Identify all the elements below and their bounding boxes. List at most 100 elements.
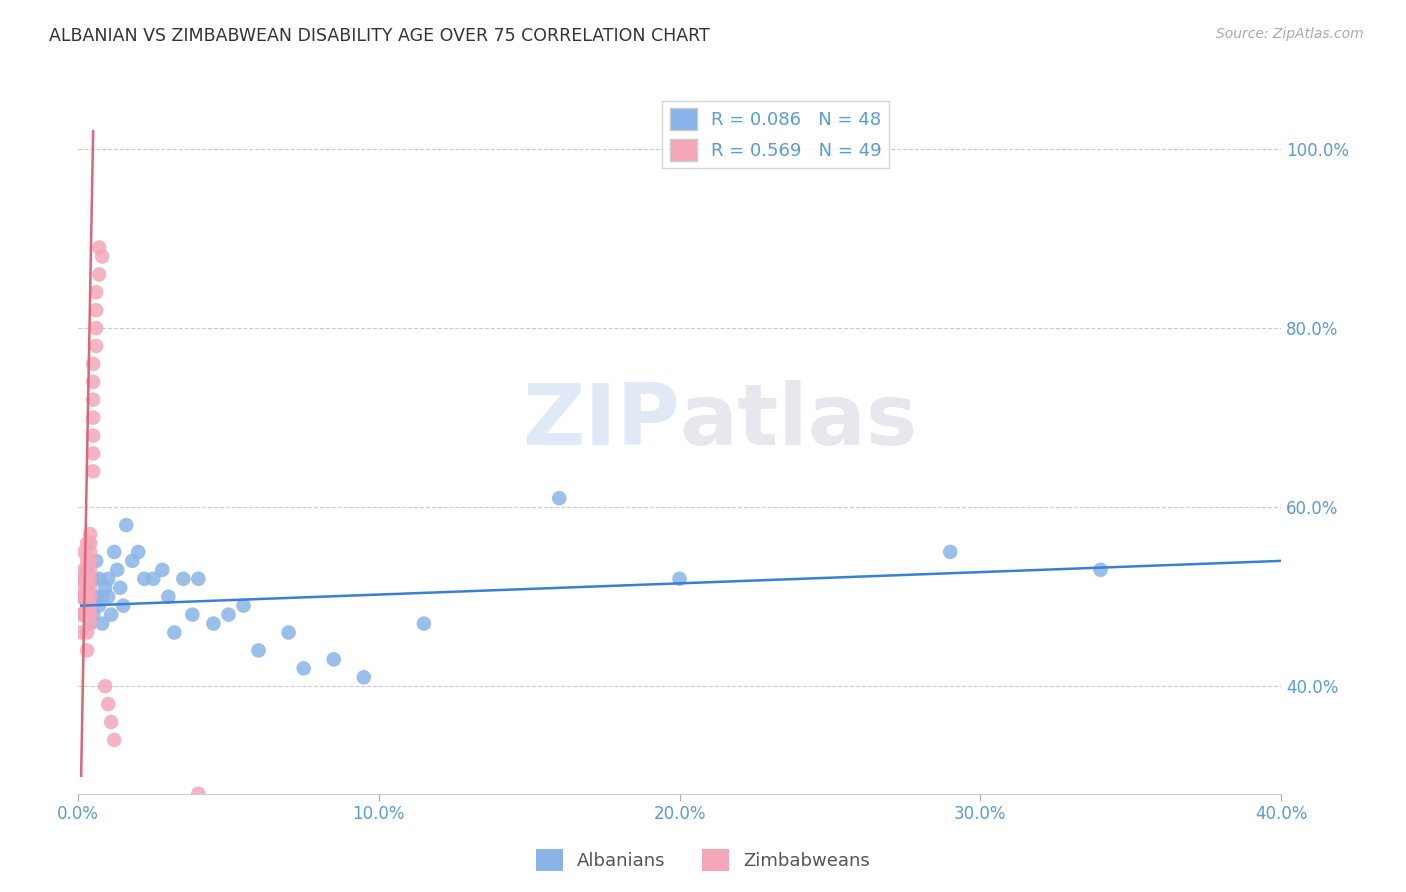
Point [89, 572, 111, 586]
Point [322, 652, 344, 666]
Point [548, 491, 571, 506]
Point [82, 446, 104, 460]
Text: ZIP: ZIP [522, 380, 679, 463]
Point [82, 607, 104, 622]
Point [150, 563, 173, 577]
Point [70, 625, 93, 640]
Point [187, 787, 209, 801]
Point [82, 357, 104, 371]
Point [217, 607, 239, 622]
Point [79, 554, 101, 568]
Point [82, 410, 104, 425]
Point [79, 581, 101, 595]
Point [103, 545, 125, 559]
Point [82, 464, 104, 478]
Point [668, 572, 690, 586]
Point [84, 321, 107, 335]
Point [84, 303, 107, 318]
Point [79, 616, 101, 631]
Point [89, 268, 111, 282]
Point [79, 527, 101, 541]
Point [127, 545, 149, 559]
Point [76, 572, 98, 586]
Point [353, 670, 375, 684]
Point [187, 572, 209, 586]
Point [82, 428, 104, 442]
Point [70, 572, 93, 586]
Point [70, 607, 93, 622]
Point [76, 554, 98, 568]
Point [157, 590, 180, 604]
Point [82, 375, 104, 389]
Point [277, 625, 299, 640]
Point [70, 590, 93, 604]
Point [76, 599, 98, 613]
Point [73, 545, 96, 559]
Point [84, 285, 107, 300]
Point [413, 616, 436, 631]
Point [73, 607, 96, 622]
Point [73, 563, 96, 577]
Point [103, 733, 125, 747]
Point [73, 572, 96, 586]
Point [76, 590, 98, 604]
Point [105, 563, 128, 577]
Point [97, 697, 120, 711]
Point [76, 607, 98, 622]
Point [79, 563, 101, 577]
Point [76, 572, 98, 586]
Point [79, 545, 101, 559]
Point [89, 599, 111, 613]
Point [82, 392, 104, 407]
Point [97, 572, 120, 586]
Point [89, 241, 111, 255]
Point [79, 599, 101, 613]
Point [115, 518, 138, 533]
Point [73, 590, 96, 604]
Legend: Albanians, Zimbabweans: Albanians, Zimbabweans [529, 842, 877, 879]
Point [100, 607, 122, 622]
Text: Source: ZipAtlas.com: Source: ZipAtlas.com [1216, 27, 1364, 41]
Point [76, 563, 98, 577]
Point [76, 590, 98, 604]
Point [112, 599, 135, 613]
Point [94, 581, 117, 595]
Point [79, 616, 101, 631]
Point [134, 572, 156, 586]
Point [76, 643, 98, 657]
Point [94, 679, 117, 693]
Point [292, 661, 315, 675]
Point [939, 545, 962, 559]
Point [76, 625, 98, 640]
Point [79, 607, 101, 622]
Point [73, 572, 96, 586]
Point [1090, 563, 1112, 577]
Point [73, 581, 96, 595]
Point [181, 607, 204, 622]
Point [172, 572, 194, 586]
Point [76, 581, 98, 595]
Point [73, 607, 96, 622]
Legend: R = 0.086   N = 48, R = 0.569   N = 49: R = 0.086 N = 48, R = 0.569 N = 49 [662, 101, 889, 169]
Point [84, 590, 107, 604]
Point [202, 616, 225, 631]
Point [91, 616, 114, 631]
Point [121, 554, 143, 568]
Point [79, 590, 101, 604]
Point [110, 581, 132, 595]
Point [76, 536, 98, 550]
Point [84, 554, 107, 568]
Point [91, 250, 114, 264]
Text: atlas: atlas [679, 380, 918, 463]
Point [79, 536, 101, 550]
Point [97, 590, 120, 604]
Point [70, 590, 93, 604]
Text: ALBANIAN VS ZIMBABWEAN DISABILITY AGE OVER 75 CORRELATION CHART: ALBANIAN VS ZIMBABWEAN DISABILITY AGE OV… [49, 27, 710, 45]
Point [82, 572, 104, 586]
Point [84, 339, 107, 353]
Point [79, 590, 101, 604]
Point [100, 714, 122, 729]
Point [232, 599, 254, 613]
Point [163, 625, 186, 640]
Point [247, 643, 270, 657]
